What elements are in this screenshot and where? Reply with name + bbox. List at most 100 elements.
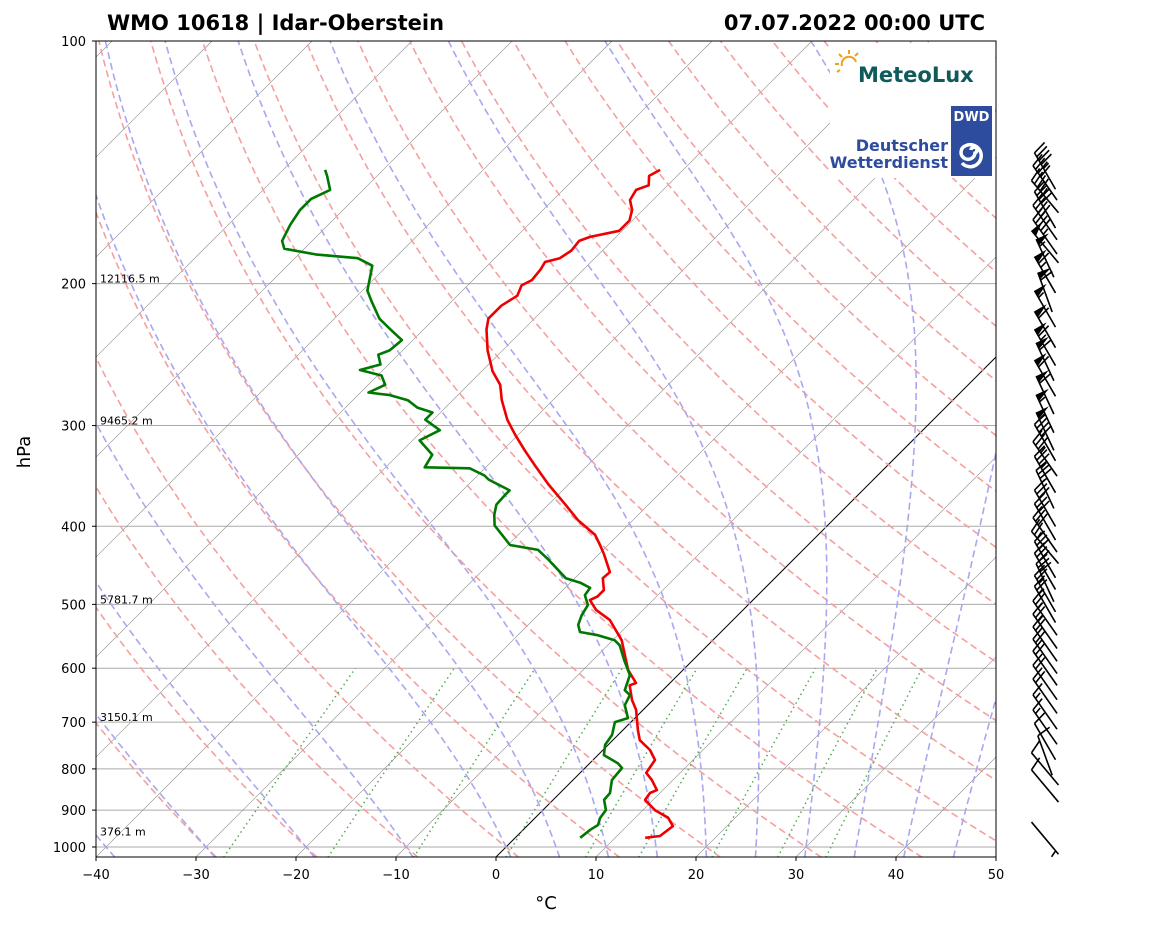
barb-feather [1032, 429, 1043, 443]
dwd-logo: DWD Deutscher Wetterdienst [830, 106, 992, 176]
moist-adiabat-line [96, 192, 512, 857]
barb-staff [1032, 694, 1058, 730]
dry-adiabat-line [96, 721, 217, 857]
barb-half-feather [1042, 187, 1048, 195]
dry-adiabat-line [96, 485, 419, 857]
isotherm-line [695, 556, 996, 857]
barb-feather [1034, 630, 1046, 644]
chart-title-time: 07.07.2022 00:00 UTC [724, 11, 985, 35]
y-axis: 100 200 300 400 500 600 700 800 900 1000 [53, 35, 96, 856]
sun-icon [835, 50, 859, 73]
barb-flag [1034, 352, 1047, 367]
wind-barb [1037, 267, 1053, 313]
wind-barb [1030, 221, 1060, 264]
barb-staff [1037, 272, 1053, 313]
barb-staff [1033, 585, 1057, 623]
x-tick-label: 10 [588, 868, 605, 883]
barb-feather [1032, 615, 1043, 628]
barb-feather [1033, 712, 1046, 724]
barb-feather [1038, 339, 1052, 351]
moist-adiabat-line [96, 421, 414, 857]
height-label: 3150.1 m [100, 711, 153, 724]
wind-barb [1033, 180, 1057, 229]
height-label: 12116.5 m [100, 273, 160, 286]
mixing-ratio-line [505, 667, 623, 857]
y-tick-label: 600 [61, 662, 86, 677]
barb-feather [1038, 453, 1050, 465]
height-label: 9465.2 m [100, 415, 153, 428]
barb-half-feather [1040, 334, 1047, 341]
barb-staff [1033, 503, 1057, 541]
mixing-ratio-line [638, 667, 748, 857]
wind-barb [1033, 712, 1057, 761]
isotherm-line [995, 856, 996, 857]
barb-feather [1033, 445, 1046, 457]
height-labels: 12116.5 m 9465.2 m 5781.7 m 3150.1 m 376.1 m [100, 273, 160, 839]
barb-feather [1038, 188, 1050, 201]
barb-feather [1036, 496, 1048, 509]
barb-feather [1039, 561, 1052, 573]
x-tick-label: −40 [82, 868, 109, 883]
barb-feather [1040, 218, 1051, 232]
barb-staff [1032, 678, 1058, 714]
isotherm-line [96, 41, 513, 458]
y-tick-label: 900 [61, 804, 86, 819]
isotherm-line [96, 41, 713, 658]
barb-feather [1032, 602, 1043, 615]
barb-staff [1030, 769, 1060, 803]
isotherm-line [395, 256, 996, 857]
wind-barb [1032, 653, 1058, 701]
y-tick-label: 700 [61, 716, 86, 731]
moist-adiabat-line [237, 41, 659, 857]
barb-feather [1033, 530, 1046, 542]
barb-feather [1036, 546, 1048, 558]
barb-feather [1036, 534, 1048, 546]
barb-feather [1034, 592, 1046, 606]
barb-feather [1032, 653, 1043, 666]
isotherm-line [96, 41, 613, 558]
barb-staff [1032, 204, 1058, 241]
temperature-profile-line [485, 168, 675, 840]
wind-barb [1032, 698, 1058, 745]
barb-feather [1030, 518, 1041, 532]
barb-feather [1032, 639, 1043, 652]
barb-feather [1036, 184, 1048, 197]
wind-barb [1033, 492, 1057, 541]
barb-feather [1036, 449, 1048, 461]
moist-adiabat-line [604, 41, 828, 857]
barb-staff [1032, 600, 1058, 636]
barb-flag [1036, 388, 1049, 402]
barb-feather [1037, 252, 1050, 265]
barb-feather [1034, 657, 1046, 670]
barb-feather [1039, 178, 1049, 192]
isotherm-line [0, 41, 12, 857]
y-tick-label: 200 [61, 278, 86, 293]
barb-flag [1034, 304, 1047, 318]
moist-adiabat-line [952, 695, 996, 857]
x-tick-label: 30 [788, 868, 805, 883]
barb-flag [1037, 267, 1051, 280]
x-tick-label: −30 [182, 868, 209, 883]
barb-feather [1038, 149, 1050, 162]
barb-half-feather [1034, 707, 1041, 715]
wind-barb [1032, 639, 1058, 686]
dry-adiabat-line [512, 41, 996, 549]
barb-feather [1032, 682, 1043, 696]
barb-feather [1032, 207, 1043, 221]
barb-feather [1033, 542, 1046, 554]
barb-feather [1034, 642, 1046, 656]
wind-barb [1030, 757, 1060, 803]
barb-feather [1036, 568, 1048, 580]
moist-adiabat-line [164, 41, 610, 857]
barb-feather [1030, 168, 1041, 182]
barb-half-feather [1038, 577, 1045, 584]
wind-barbs [1030, 141, 1060, 858]
y-axis-label: hPa [14, 436, 35, 468]
dry-adiabat-line [253, 41, 996, 842]
barb-feather [1032, 193, 1043, 206]
barb-feather [1035, 460, 1048, 471]
barb-feather [1032, 667, 1043, 680]
barb-feather [1033, 180, 1046, 193]
barb-feather [1040, 164, 1051, 178]
